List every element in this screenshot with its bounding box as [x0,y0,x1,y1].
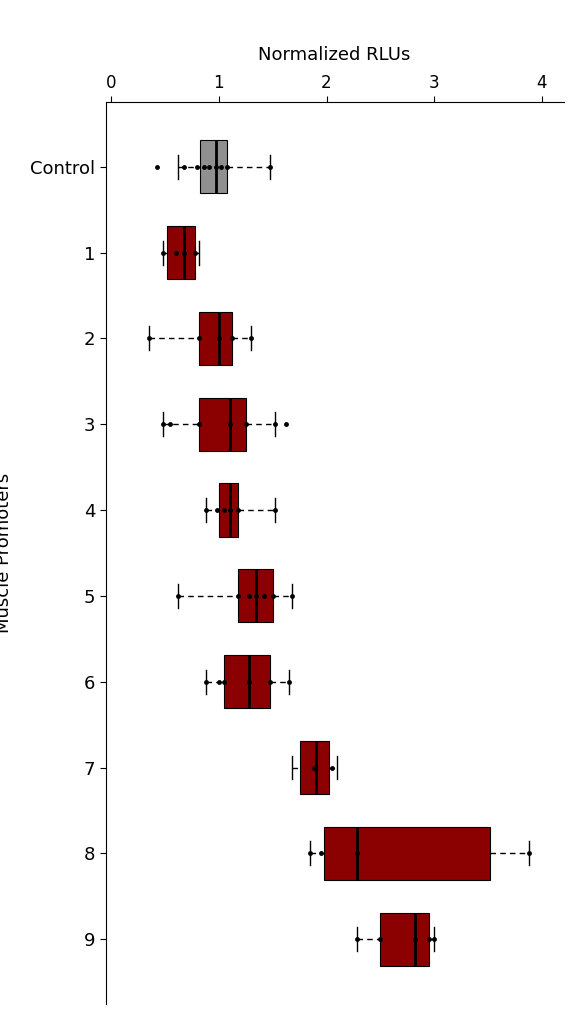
Bar [200,397,246,451]
Bar [167,226,195,280]
Bar [325,826,490,880]
Bar [380,912,429,966]
Bar [299,741,329,795]
X-axis label: Normalized RLUs: Normalized RLUs [258,46,411,65]
Y-axis label: Muscle Promoters: Muscle Promoters [0,473,14,633]
Bar [219,483,238,537]
Bar [201,140,227,194]
Bar [224,655,271,709]
Bar [200,311,232,365]
Bar [238,569,272,623]
